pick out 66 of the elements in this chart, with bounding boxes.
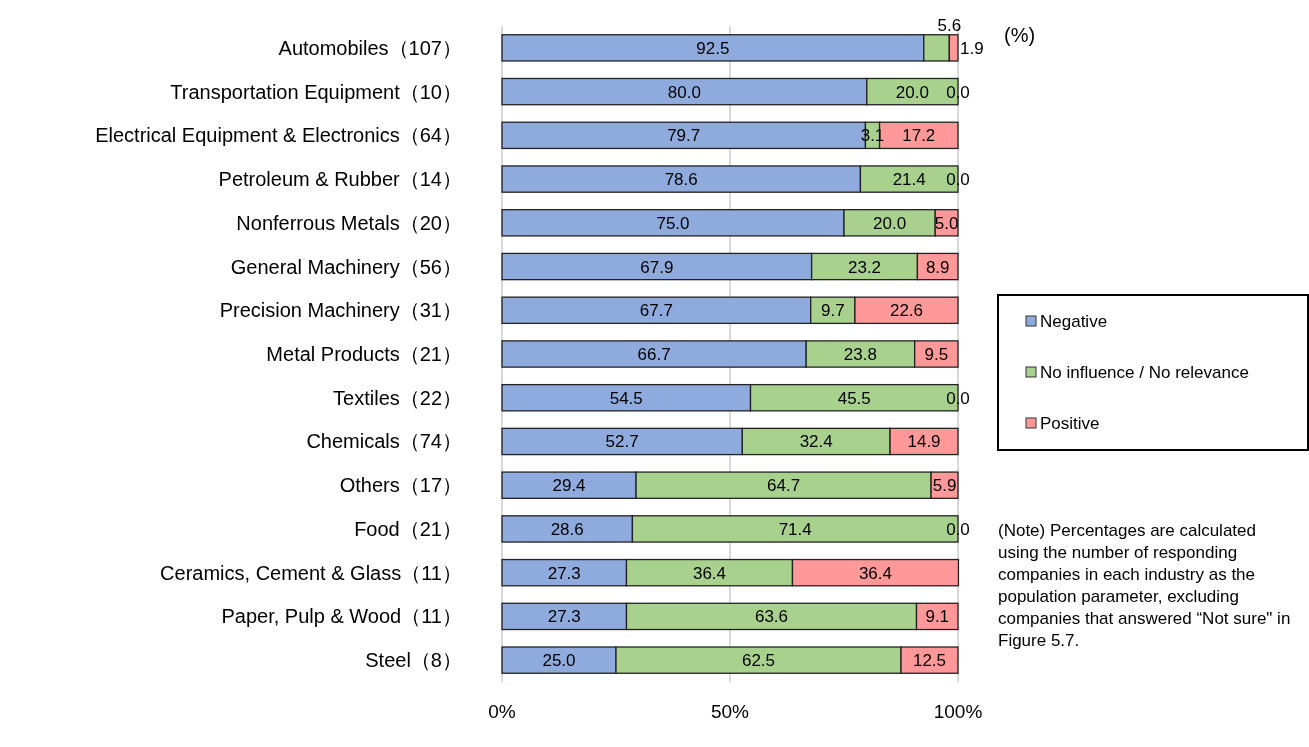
y-tick-label: Others（17） [339, 474, 462, 497]
y-tick-label: General Machinery（56） [230, 255, 462, 278]
data-label: 64.7 [767, 476, 801, 496]
y-tick-label: Paper, Pulp & Wood（11） [221, 605, 462, 628]
x-tick-label: 0% [488, 701, 516, 722]
data-label: 36.4 [858, 563, 893, 583]
data-label: 62.5 [741, 651, 776, 671]
y-tick-label: Ceramics, Cement & Glass（11） [160, 561, 462, 584]
data-label: 0.0 [946, 519, 970, 539]
data-label: 79.7 [667, 126, 701, 146]
y-tick-label: Precision Machinery（31） [219, 299, 462, 322]
data-label: 21.4 [892, 170, 926, 190]
y-tick-label: Textiles（22） [333, 386, 462, 409]
data-label: 52.7 [605, 432, 639, 452]
data-label: 14.9 [907, 432, 941, 452]
y-tick-label: Electrical Equipment & Electronics（64） [95, 124, 462, 147]
data-label: 9.1 [925, 607, 950, 627]
legend-label: Positive [1040, 414, 1100, 433]
data-label: 8.9 [925, 257, 950, 277]
y-tick-label: Chemicals（74） [306, 430, 462, 453]
data-label: 5.9 [932, 476, 957, 496]
data-label: 12.5 [912, 651, 947, 671]
data-label: 78.6 [664, 170, 698, 190]
x-tick-label: 100% [933, 701, 983, 722]
y-tick-label: Steel（8） [365, 649, 462, 672]
x-tick-label: 50% [710, 701, 750, 722]
data-label: 63.6 [754, 607, 789, 627]
data-label: 23.8 [843, 345, 877, 364]
data-label: 25.0 [542, 651, 576, 671]
data-label: 67.9 [640, 257, 674, 277]
data-label: 20.0 [873, 213, 907, 233]
data-label: 27.3 [547, 607, 581, 627]
annotation: 5.6 [937, 15, 962, 35]
y-tick-label: Petroleum & Rubber（14） [218, 168, 462, 191]
data-label: 66.7 [637, 345, 671, 364]
y-tick-label: Transportation Equipment（10） [170, 80, 462, 103]
data-label: 75.0 [656, 213, 690, 233]
data-label: 0.0 [946, 170, 970, 190]
data-label: 36.4 [692, 563, 727, 583]
y-tick-label: Automobiles（107） [278, 36, 462, 59]
data-label: 9.7 [821, 301, 845, 321]
y-tick-label: Nonferrous Metals（20） [236, 211, 462, 234]
data-label: 80.0 [667, 82, 701, 102]
data-label: 0.0 [946, 82, 970, 102]
data-label: 9.5 [924, 345, 949, 364]
data-label: 20.0 [895, 82, 929, 102]
data-label: 27.3 [547, 563, 581, 583]
legend-label: No influence / No relevance [1040, 363, 1249, 382]
data-label: 32.4 [799, 432, 833, 452]
text: (Note) Percentages are calculated using the number of responding companies in each industry as the population parameter, excluding companies that answered “Not sure" in Figure 5.7. [998, 521, 1291, 650]
data-label: 28.6 [550, 519, 584, 539]
annotation: 1.9 [960, 38, 984, 58]
y-tick-label: Metal Products（21） [266, 343, 462, 365]
text: (%) [1004, 24, 1036, 46]
data-label: 54.5 [609, 388, 643, 408]
y-tick-label: Food（21） [354, 517, 462, 540]
data-label: 92.5 [696, 38, 730, 58]
data-label: 17.2 [902, 126, 936, 146]
data-label: 23.2 [847, 257, 882, 277]
data-label: 22.6 [889, 301, 924, 321]
legend-label: Negative [1040, 312, 1108, 331]
data-label: 0.0 [946, 388, 970, 408]
data-label: 45.5 [837, 388, 871, 408]
data-label: 29.4 [552, 476, 586, 496]
data-label: 71.4 [778, 519, 812, 539]
data-label: 67.7 [639, 301, 673, 321]
